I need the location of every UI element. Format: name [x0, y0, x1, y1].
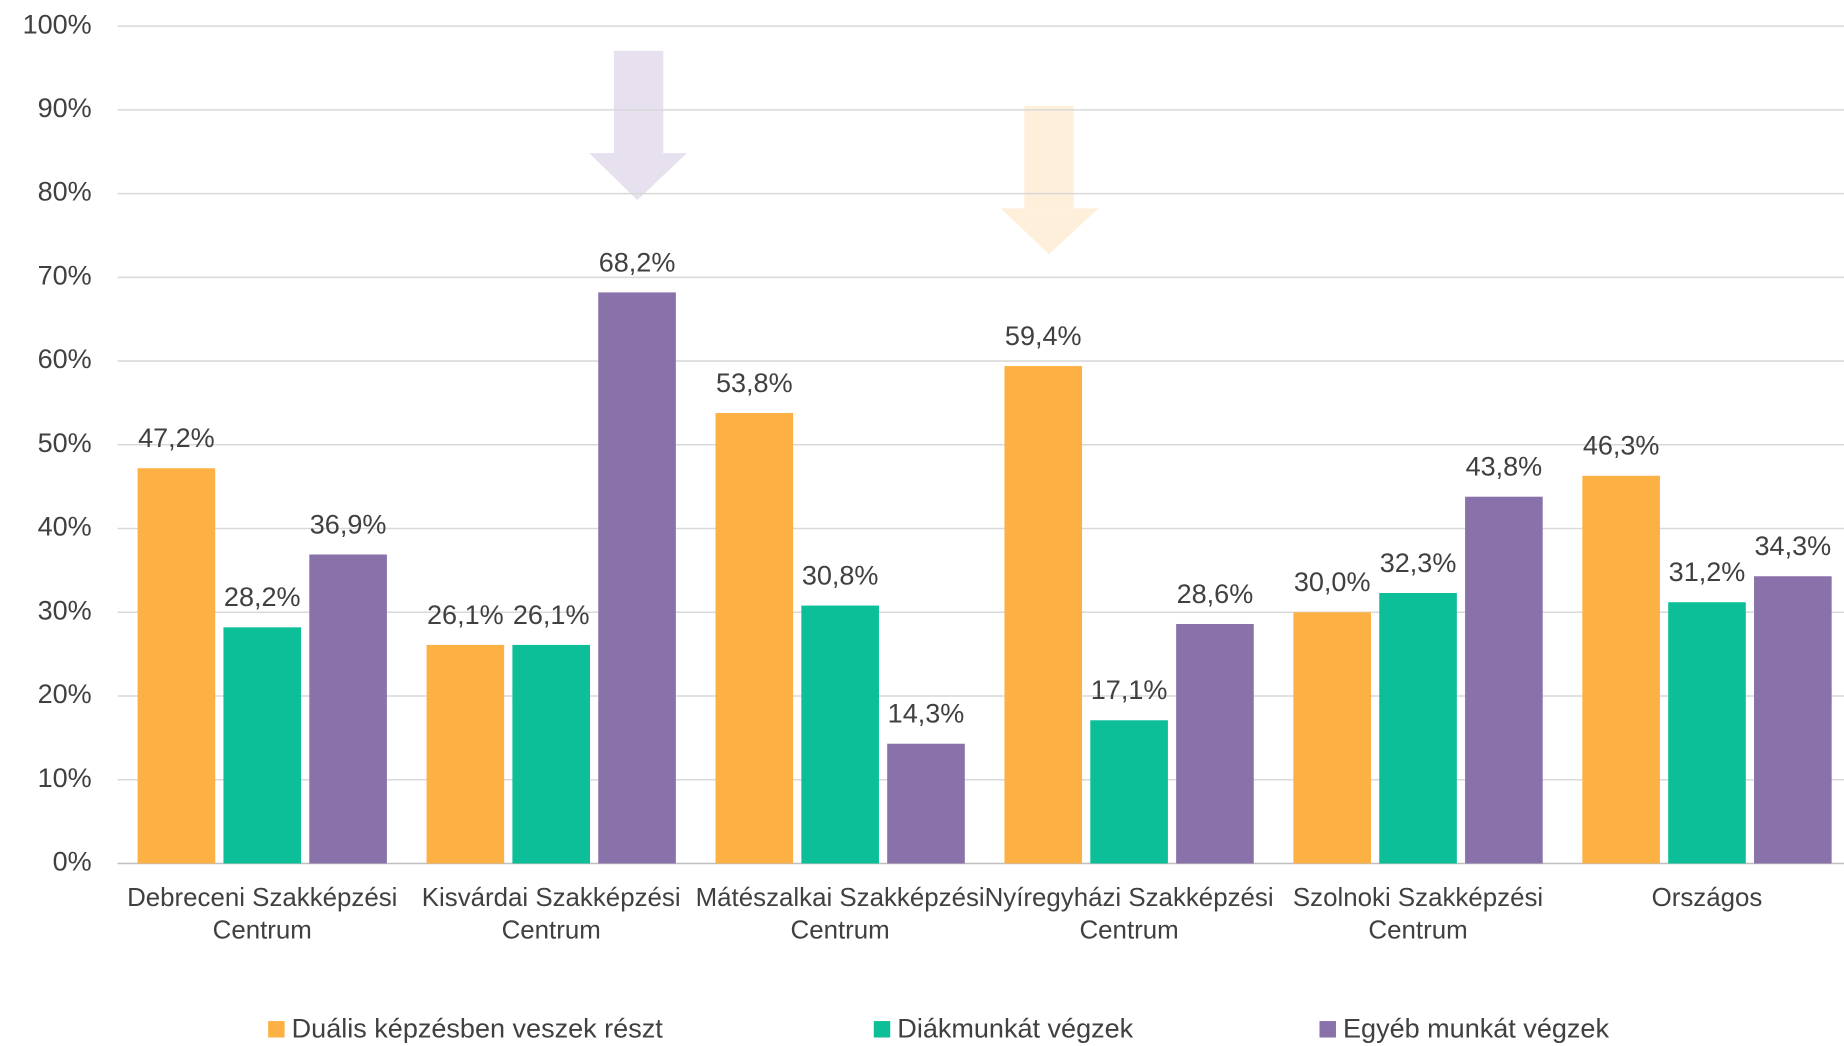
x-tick-label: Kisvárdai Szakképzési Centrum: [421, 882, 681, 945]
bar: [1176, 623, 1254, 864]
bar: [598, 292, 676, 864]
data-label: 43,8%: [1466, 452, 1543, 482]
y-tick-label: 80%: [38, 177, 92, 207]
bar: [1379, 593, 1457, 864]
arrow-orange: [1000, 106, 1099, 255]
y-tick-label: 90%: [38, 93, 92, 123]
bar: [1004, 366, 1083, 864]
bar: [1293, 612, 1372, 864]
bar: [1668, 602, 1746, 864]
y-tick-label: 40%: [38, 512, 92, 542]
x-tick-label-box: Kisvárdai Szakképzési Centrum: [421, 882, 681, 945]
bar: [887, 743, 965, 864]
x-tick-label-box: Mátészalkai Szakképzési Centrum: [695, 882, 985, 945]
bar: [1465, 496, 1543, 864]
bar: [1754, 576, 1832, 864]
x-tick-label: Debreceni Szakképzési Centrum: [127, 882, 398, 945]
bar: [801, 605, 879, 864]
legend-swatch: [1319, 1021, 1336, 1038]
x-tick-label-box: Országos: [1651, 882, 1763, 912]
x-tick-label: Nyíregyházi Szakképzési Centrum: [984, 882, 1274, 945]
y-tick-label: 50%: [38, 428, 92, 458]
bar: [309, 554, 387, 864]
data-label: 30,0%: [1294, 567, 1371, 597]
bar: [1090, 720, 1168, 864]
x-tick-label: Mátészalkai Szakképzési Centrum: [695, 882, 985, 945]
data-label: 30,8%: [802, 560, 879, 590]
bar: [223, 627, 302, 864]
x-tick-label-box: Debreceni Szakképzési Centrum: [127, 882, 398, 945]
data-label: 32,3%: [1380, 548, 1457, 578]
x-tick-label-box: Szolnoki Szakképzési Centrum: [1292, 882, 1544, 945]
y-tick-label: 30%: [38, 595, 92, 625]
legend-label: Diákmunkát végzek: [897, 1014, 1133, 1044]
data-label: 28,2%: [224, 582, 301, 612]
data-label: 59,4%: [1005, 321, 1082, 351]
x-tick-label: Országos: [1651, 882, 1763, 912]
data-label: 26,1%: [513, 600, 590, 630]
data-label: 31,2%: [1669, 557, 1746, 587]
legend-swatch: [268, 1021, 285, 1038]
data-label: 26,1%: [427, 600, 504, 630]
y-tick-label: 100%: [23, 9, 92, 39]
bar: [715, 412, 794, 864]
legend-label: Egyéb munkát végzek: [1343, 1014, 1609, 1044]
bar: [1582, 475, 1660, 864]
data-label: 36,9%: [310, 509, 387, 539]
y-tick-label: 60%: [38, 344, 92, 374]
bar: [426, 644, 505, 864]
data-label: 17,1%: [1091, 675, 1168, 705]
bar: [512, 644, 591, 864]
y-tick-label: 20%: [38, 679, 92, 709]
y-tick-label: 10%: [38, 763, 92, 793]
y-tick-label: 70%: [38, 260, 92, 290]
data-label: 28,6%: [1177, 579, 1254, 609]
legend-label: Duális képzésben veszek részt: [292, 1014, 664, 1044]
data-label: 34,3%: [1755, 531, 1832, 561]
legend-swatch: [873, 1021, 891, 1038]
data-label: 14,3%: [888, 699, 965, 729]
y-tick-label: 0%: [53, 847, 92, 877]
data-label: 53,8%: [716, 368, 793, 398]
x-tick-label: Szolnoki Szakképzési Centrum: [1292, 882, 1544, 945]
data-label: 46,3%: [1583, 431, 1660, 461]
arrow-purple: [589, 50, 687, 201]
data-label: 68,2%: [599, 247, 676, 277]
x-tick-label-box: Nyíregyházi Szakképzési Centrum: [984, 882, 1274, 945]
data-label: 47,2%: [138, 423, 215, 453]
bar: [137, 468, 216, 864]
